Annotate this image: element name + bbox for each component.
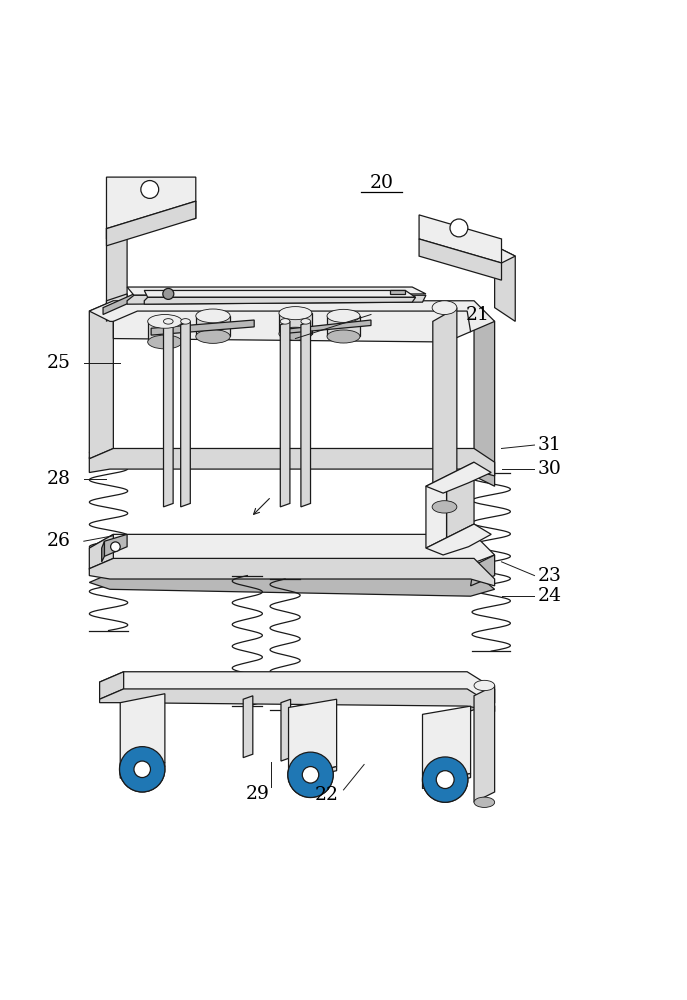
Polygon shape (164, 321, 173, 507)
Circle shape (288, 752, 333, 797)
Text: 23: 23 (538, 567, 561, 585)
Text: 26: 26 (47, 532, 70, 550)
Ellipse shape (279, 327, 312, 340)
Circle shape (288, 752, 333, 797)
Polygon shape (106, 201, 196, 246)
Text: 31: 31 (538, 436, 561, 454)
Text: 21: 21 (466, 306, 489, 324)
Polygon shape (120, 694, 165, 775)
Circle shape (120, 747, 165, 792)
Ellipse shape (164, 319, 173, 324)
Polygon shape (419, 239, 502, 280)
Polygon shape (282, 320, 371, 334)
Ellipse shape (432, 501, 457, 513)
Polygon shape (289, 767, 337, 782)
Polygon shape (243, 696, 253, 758)
Polygon shape (89, 301, 113, 459)
Circle shape (134, 761, 150, 778)
Polygon shape (289, 699, 337, 778)
Ellipse shape (181, 319, 190, 324)
Circle shape (163, 288, 174, 299)
Polygon shape (102, 541, 104, 562)
Circle shape (120, 747, 165, 792)
Polygon shape (423, 773, 471, 789)
Polygon shape (106, 294, 127, 321)
Polygon shape (281, 699, 291, 761)
Ellipse shape (148, 315, 182, 328)
Polygon shape (127, 295, 426, 304)
Ellipse shape (474, 680, 495, 691)
Polygon shape (423, 706, 471, 785)
Polygon shape (100, 672, 124, 699)
Polygon shape (279, 313, 312, 334)
Polygon shape (144, 297, 416, 304)
Polygon shape (280, 321, 290, 507)
Ellipse shape (196, 309, 230, 323)
Polygon shape (447, 462, 474, 538)
Ellipse shape (280, 319, 290, 324)
Polygon shape (113, 311, 471, 342)
Text: 20: 20 (370, 174, 393, 192)
Ellipse shape (327, 309, 360, 322)
Polygon shape (100, 689, 495, 712)
Ellipse shape (474, 797, 495, 807)
Polygon shape (390, 290, 405, 294)
Polygon shape (89, 534, 495, 565)
Polygon shape (474, 685, 495, 802)
Polygon shape (474, 311, 495, 486)
Polygon shape (419, 215, 502, 263)
Polygon shape (433, 308, 457, 507)
Polygon shape (426, 462, 491, 493)
Polygon shape (144, 290, 416, 297)
Circle shape (436, 771, 454, 789)
Ellipse shape (432, 301, 457, 315)
Text: 22: 22 (315, 786, 338, 804)
Circle shape (423, 757, 468, 802)
Polygon shape (151, 320, 254, 335)
Text: 25: 25 (47, 354, 70, 372)
Polygon shape (426, 524, 491, 555)
Polygon shape (103, 294, 134, 315)
Polygon shape (471, 555, 495, 586)
Circle shape (302, 767, 319, 783)
Polygon shape (196, 316, 230, 336)
Text: 24: 24 (538, 587, 561, 605)
Polygon shape (106, 218, 127, 308)
Polygon shape (419, 239, 515, 263)
Polygon shape (89, 534, 113, 569)
Polygon shape (89, 572, 495, 596)
Polygon shape (89, 448, 495, 476)
Polygon shape (100, 672, 495, 699)
Polygon shape (127, 287, 426, 295)
Polygon shape (327, 316, 360, 336)
Polygon shape (106, 177, 196, 229)
Text: 30: 30 (538, 460, 561, 478)
Text: 28: 28 (47, 470, 70, 488)
Ellipse shape (279, 307, 312, 320)
Polygon shape (106, 201, 196, 239)
Polygon shape (104, 534, 127, 556)
Ellipse shape (148, 335, 182, 349)
Polygon shape (301, 321, 311, 507)
Ellipse shape (301, 319, 311, 324)
Polygon shape (89, 301, 495, 332)
Polygon shape (148, 321, 182, 342)
Circle shape (450, 219, 468, 237)
Text: 29: 29 (246, 785, 269, 803)
Polygon shape (426, 476, 447, 548)
Ellipse shape (327, 330, 360, 343)
Polygon shape (495, 246, 515, 321)
Polygon shape (467, 689, 495, 712)
Ellipse shape (196, 330, 230, 343)
Polygon shape (181, 321, 190, 507)
Polygon shape (120, 762, 165, 778)
Circle shape (141, 181, 159, 198)
Circle shape (111, 542, 120, 552)
Circle shape (423, 757, 468, 802)
Polygon shape (89, 558, 495, 586)
